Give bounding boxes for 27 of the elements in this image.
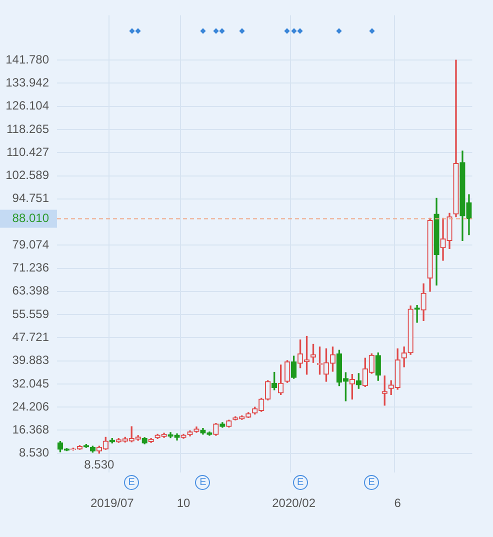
y-tick-label: 16.368 xyxy=(12,422,50,437)
y-tick-label: 39.883 xyxy=(12,353,50,368)
y-tick-label: 102.589 xyxy=(6,168,50,182)
annotation: 8.530 xyxy=(84,458,115,472)
letter-e-circle-icon: E xyxy=(364,474,380,490)
x-tick-label: 6 xyxy=(394,496,402,510)
y-tick-label: 118.265 xyxy=(6,122,50,136)
x-tick-label: 2020/02 xyxy=(272,496,316,510)
letter-e-circle-icon: E xyxy=(124,474,140,490)
y-tick-label: 79.074 xyxy=(12,237,50,252)
y-tick-label: 71.236 xyxy=(12,260,50,275)
y-tick-label: 126.104 xyxy=(6,98,50,113)
y-tick-label: 24.206 xyxy=(12,399,50,414)
y-tick-label: 133.942 xyxy=(6,76,50,90)
letter-e-circle-icon: E xyxy=(292,474,308,490)
y-tick-label: 32.045 xyxy=(12,376,50,390)
y-tick-label: 55.559 xyxy=(12,306,50,321)
y-tick-label: 63.398 xyxy=(12,284,50,298)
y-tick-label: 110.427 xyxy=(6,144,50,159)
ref-line-label: 88.010 xyxy=(12,211,50,226)
y-tick-label: 47.721 xyxy=(12,330,50,344)
letter-e-circle-icon: E xyxy=(195,474,210,490)
y-tick-label: 94.751 xyxy=(12,191,50,206)
x-tick-label: 10 xyxy=(176,496,191,510)
y-tick-label: 141.780 xyxy=(6,52,50,66)
y-tick-label: 8.530 xyxy=(18,446,50,460)
x-tick-label: 2019/07 xyxy=(90,496,134,510)
